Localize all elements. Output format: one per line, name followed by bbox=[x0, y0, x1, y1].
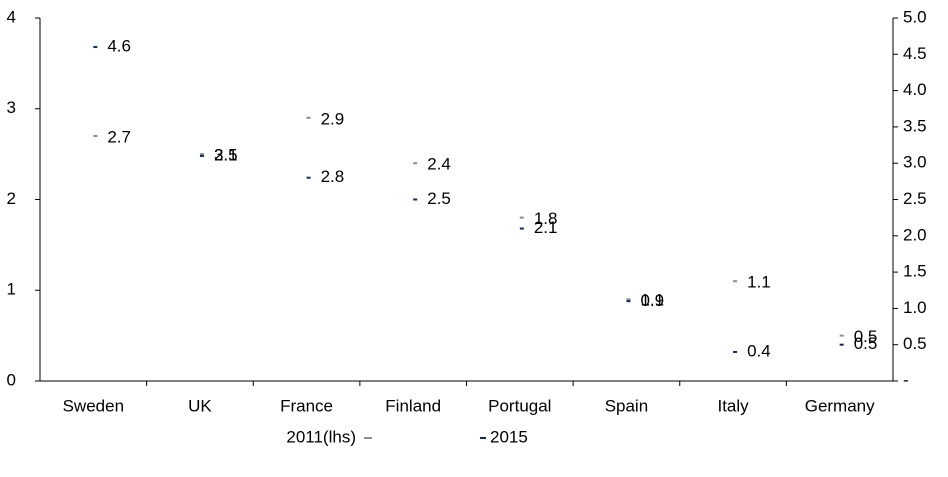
x-tick-label: Portugal bbox=[488, 396, 551, 415]
y2-tick-label: 3.5 bbox=[903, 116, 927, 135]
y2-tick-label: 1.5 bbox=[903, 262, 927, 281]
data-label: 0.5 bbox=[854, 327, 878, 346]
data-label: 4.6 bbox=[107, 37, 131, 56]
y2-tick-label: 2.0 bbox=[903, 225, 927, 244]
x-tick-label: France bbox=[280, 396, 333, 415]
x-tick-label: Finland bbox=[385, 396, 441, 415]
y2-tick-label: 1.0 bbox=[903, 298, 927, 317]
y2-tick-label: 4.0 bbox=[903, 80, 927, 99]
data-label: 1.1 bbox=[640, 291, 664, 310]
data-label: 2.4 bbox=[427, 155, 451, 174]
x-tick-label: Spain bbox=[605, 396, 648, 415]
data-label: 0.5 bbox=[854, 334, 878, 353]
data-label: 2.9 bbox=[321, 109, 345, 128]
x-tick-label: UK bbox=[188, 396, 212, 415]
y2-tick-label: 0.5 bbox=[903, 334, 927, 353]
data-label: 1.1 bbox=[747, 273, 771, 292]
data-label: 0.4 bbox=[747, 341, 771, 360]
y2-tick-label: 5.0 bbox=[903, 7, 927, 26]
y-tick-label: 3 bbox=[7, 98, 16, 117]
data-label: 2.7 bbox=[107, 127, 131, 146]
y2-tick-label: 2.5 bbox=[903, 189, 927, 208]
data-label: 0.9 bbox=[640, 291, 664, 310]
y-tick-label: 1 bbox=[7, 280, 16, 299]
legend-label: 2015 bbox=[490, 427, 528, 446]
data-label: 2.5 bbox=[427, 189, 451, 208]
data-label: 2.5 bbox=[214, 146, 238, 165]
legend-label: 2011(lhs) bbox=[286, 427, 356, 446]
y2-tick-label: - bbox=[903, 370, 909, 389]
x-tick-label: Italy bbox=[717, 396, 749, 415]
x-tick-label: Germany bbox=[805, 396, 875, 415]
y-tick-label: 0 bbox=[7, 370, 16, 389]
data-label: 2.1 bbox=[534, 218, 558, 237]
data-label: 1.8 bbox=[534, 209, 558, 228]
y-tick-label: 4 bbox=[7, 7, 16, 26]
y2-tick-label: 4.5 bbox=[903, 44, 927, 63]
y2-tick-label: 3.0 bbox=[903, 153, 927, 172]
x-tick-label: Sweden bbox=[63, 396, 124, 415]
data-label: 2.8 bbox=[321, 167, 345, 186]
data-label: 3.1 bbox=[214, 145, 238, 164]
y-tick-label: 2 bbox=[7, 189, 16, 208]
